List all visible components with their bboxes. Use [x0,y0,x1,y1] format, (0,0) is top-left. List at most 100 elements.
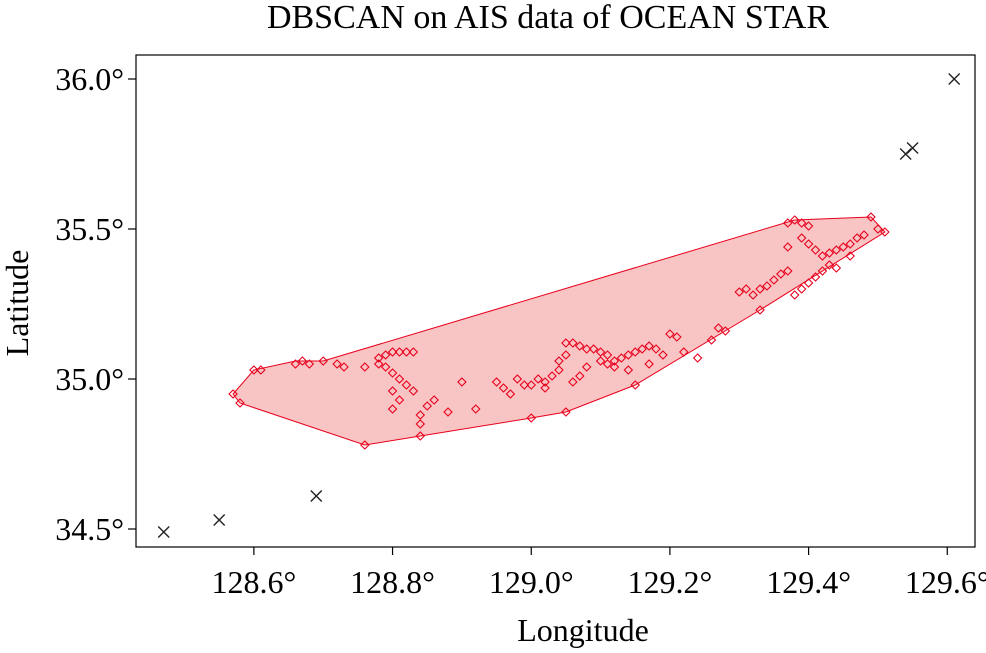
cluster-point [387,404,398,414]
cluster-point [755,284,765,294]
x-tick-label: 129.0° [489,564,574,600]
cluster-point [783,218,793,228]
cluster-point [561,338,571,348]
cluster-point [360,362,370,372]
cluster-point [873,224,883,234]
cluster-point [304,359,315,369]
cluster-point [644,341,654,351]
cluster-point [616,353,627,363]
cluster-point [630,347,641,357]
cluster-point [810,245,821,255]
cluster-point [540,383,550,393]
cluster-point [803,239,814,249]
cluster-point [602,359,613,369]
cluster-point [672,332,682,342]
plot-frame [135,54,976,548]
cluster-point [339,362,349,372]
cluster-point [588,344,599,354]
x-tick-label: 129.4° [766,564,851,600]
cluster-point [387,347,398,357]
cluster-point [637,344,647,354]
cluster-point [443,407,453,417]
x-axis: 128.6° 128.8° 129.0° 129.2° 129.4° 129.6° [211,547,986,600]
cluster-point [734,287,745,297]
y-tick-label: 35.5° [55,211,124,247]
cluster-point [845,251,855,261]
cluster-point [810,272,821,282]
cluster-point [373,359,384,369]
cluster-point [581,362,592,372]
cluster-point [415,410,426,420]
noise-point [948,73,961,85]
cluster-point [783,242,793,252]
plot-layer [157,73,961,538]
cluster-point [235,398,245,408]
cluster-point [831,245,842,255]
cluster-point [880,227,890,237]
cluster-point [831,263,842,273]
cluster-point [824,260,835,270]
cluster-point [526,413,537,423]
chart-title: DBSCAN on AIS data of OCEAN STAR [267,0,829,36]
cluster-point [609,356,620,366]
cluster-point [658,350,668,360]
cluster-point [415,431,426,441]
noise-point [906,142,919,154]
cluster-point [373,353,384,363]
cluster-point [796,218,807,228]
cluster-point [789,290,800,300]
cluster-point [387,386,398,396]
cluster-point [561,350,571,360]
cluster-point [769,275,779,285]
cluster-point [741,284,751,294]
cluster-point [387,368,398,378]
cluster-point [824,248,835,258]
cluster-point [644,359,654,369]
cluster-point [228,389,238,399]
y-tick-label: 36.0° [55,61,124,97]
cluster-point [859,230,869,240]
y-axis-label: Latitude [0,250,35,357]
cluster-point [574,371,585,381]
cluster-point [581,344,592,354]
cluster-point [602,350,613,360]
cluster-hull [232,216,886,446]
noise-point [213,514,226,526]
cluster-point [803,278,814,288]
cluster-point [491,377,502,387]
cluster-point [360,440,370,450]
cluster-point [408,386,419,396]
cluster-point [554,365,564,375]
cluster-point [595,356,606,366]
cluster-point [394,374,405,384]
cluster-point [720,326,731,336]
cluster-point [318,356,328,366]
cluster-point [748,290,758,300]
x-axis-label: Longitude [517,612,649,648]
cluster-point [713,323,724,333]
cluster-point [297,356,308,366]
cluster-point [505,389,516,399]
cluster-point [401,380,412,390]
cluster-point [429,395,439,405]
cluster-point [776,269,786,279]
cluster-point [678,347,689,357]
y-tick-label: 34.5° [55,511,124,547]
cluster-point [817,266,828,276]
cluster-point [845,239,855,249]
cluster-point [256,365,266,375]
cluster-point [394,347,405,357]
cluster-point [623,350,634,360]
cluster-point [415,419,426,429]
x-tick-label: 128.8° [350,564,435,600]
cluster-point [457,377,467,387]
cluster-point [498,383,509,393]
cluster-point [623,365,634,375]
y-tick-label: 35.0° [55,361,124,397]
cluster-point [332,359,342,369]
cluster-point [408,347,419,357]
cluster-point [762,281,772,291]
cluster-point [796,284,807,294]
cluster-point [866,212,876,222]
cluster-point [789,215,800,225]
